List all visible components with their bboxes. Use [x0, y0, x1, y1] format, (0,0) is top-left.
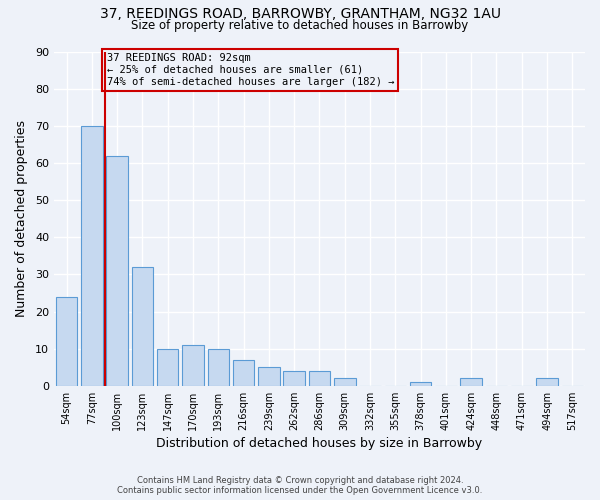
- Bar: [334, 378, 356, 386]
- Bar: [536, 378, 558, 386]
- Y-axis label: Number of detached properties: Number of detached properties: [15, 120, 28, 317]
- Bar: [81, 126, 103, 386]
- Text: 37, REEDINGS ROAD, BARROWBY, GRANTHAM, NG32 1AU: 37, REEDINGS ROAD, BARROWBY, GRANTHAM, N…: [100, 8, 500, 22]
- Bar: [106, 156, 128, 386]
- X-axis label: Distribution of detached houses by size in Barrowby: Distribution of detached houses by size …: [157, 437, 482, 450]
- Bar: [309, 371, 330, 386]
- Bar: [410, 382, 431, 386]
- Bar: [56, 296, 77, 386]
- Bar: [233, 360, 254, 386]
- Text: Size of property relative to detached houses in Barrowby: Size of property relative to detached ho…: [131, 19, 469, 32]
- Text: Contains HM Land Registry data © Crown copyright and database right 2024.
Contai: Contains HM Land Registry data © Crown c…: [118, 476, 482, 495]
- Bar: [283, 371, 305, 386]
- Bar: [131, 267, 153, 386]
- Bar: [460, 378, 482, 386]
- Bar: [208, 348, 229, 386]
- Text: 37 REEDINGS ROAD: 92sqm
← 25% of detached houses are smaller (61)
74% of semi-de: 37 REEDINGS ROAD: 92sqm ← 25% of detache…: [107, 54, 394, 86]
- Bar: [258, 367, 280, 386]
- Bar: [182, 345, 204, 386]
- Bar: [157, 348, 178, 386]
